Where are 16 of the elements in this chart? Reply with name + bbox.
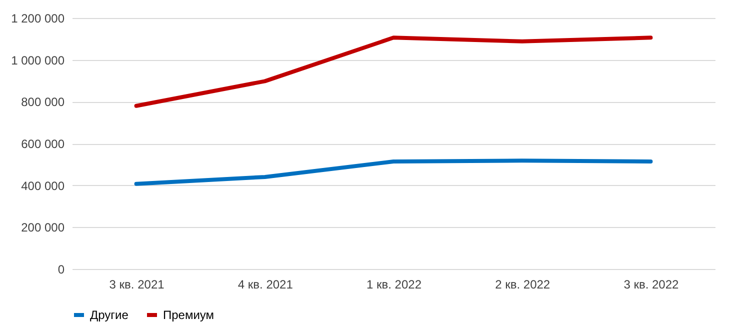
x-tick-label: 2 кв. 2022 (495, 278, 550, 292)
line-series (134, 36, 653, 108)
y-tick-label: 1 200 000 (11, 12, 65, 26)
y-tick-label: 1 000 000 (11, 53, 65, 68)
y-tick-label: 0 (58, 262, 65, 276)
x-tick-label: 3 кв. 2022 (624, 278, 680, 292)
line-series (134, 158, 653, 186)
x-tick-label: 1 кв. 2022 (366, 278, 422, 292)
legend-label: Другие (90, 308, 129, 322)
x-tick-label: 3 кв. 2021 (109, 278, 165, 292)
y-tick-label: 200 000 (21, 220, 65, 235)
y-tick-label: 800 000 (21, 95, 65, 110)
y-tick-label: 400 000 (21, 178, 65, 193)
y-tick-label: 600 000 (21, 137, 65, 151)
x-tick-label: 4 кв. 2021 (238, 278, 294, 292)
legend-label: Премиум (163, 308, 214, 322)
